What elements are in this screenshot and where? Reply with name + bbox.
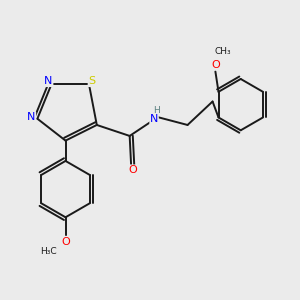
Text: N: N [44,76,52,86]
Text: S: S [88,76,96,86]
Text: H: H [153,106,160,115]
Text: CH₃: CH₃ [215,46,232,56]
Text: O: O [61,237,70,247]
Text: N: N [150,114,158,124]
Text: H₃C: H₃C [40,247,57,256]
Text: N: N [27,112,35,122]
Text: O: O [211,60,220,70]
Text: O: O [128,165,137,175]
